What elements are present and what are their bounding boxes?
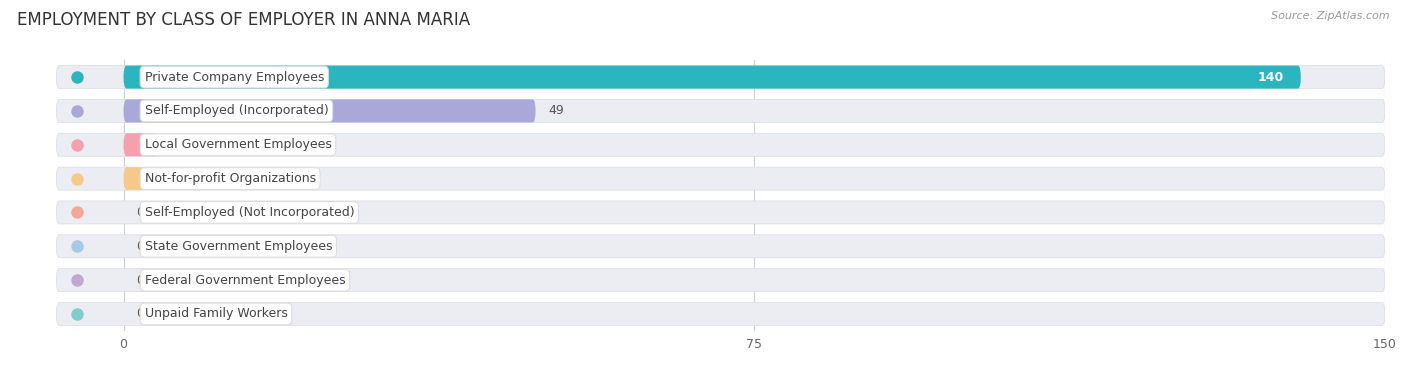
Text: 0: 0 [136,308,145,320]
Text: Unpaid Family Workers: Unpaid Family Workers [145,308,287,320]
FancyBboxPatch shape [56,302,1385,326]
Text: State Government Employees: State Government Employees [145,240,332,253]
FancyBboxPatch shape [124,167,149,190]
FancyBboxPatch shape [124,65,1301,89]
Text: Private Company Employees: Private Company Employees [145,71,323,83]
FancyBboxPatch shape [56,99,1385,123]
FancyBboxPatch shape [56,133,1385,156]
Text: 4: 4 [170,138,177,151]
Text: Self-Employed (Not Incorporated): Self-Employed (Not Incorporated) [145,206,354,219]
Text: Not-for-profit Organizations: Not-for-profit Organizations [145,172,316,185]
Text: 0: 0 [136,274,145,287]
Text: 140: 140 [1258,71,1284,83]
Text: Source: ZipAtlas.com: Source: ZipAtlas.com [1271,11,1389,21]
Text: 49: 49 [548,105,564,117]
FancyBboxPatch shape [56,268,1385,292]
FancyBboxPatch shape [56,235,1385,258]
Text: 0: 0 [136,206,145,219]
Text: 3: 3 [162,172,169,185]
FancyBboxPatch shape [56,201,1385,224]
Text: Federal Government Employees: Federal Government Employees [145,274,344,287]
Text: EMPLOYMENT BY CLASS OF EMPLOYER IN ANNA MARIA: EMPLOYMENT BY CLASS OF EMPLOYER IN ANNA … [17,11,470,29]
FancyBboxPatch shape [124,99,536,123]
FancyBboxPatch shape [56,65,1385,89]
Text: Local Government Employees: Local Government Employees [145,138,332,151]
Text: Self-Employed (Incorporated): Self-Employed (Incorporated) [145,105,328,117]
FancyBboxPatch shape [124,133,157,156]
FancyBboxPatch shape [56,167,1385,190]
Text: 0: 0 [136,240,145,253]
